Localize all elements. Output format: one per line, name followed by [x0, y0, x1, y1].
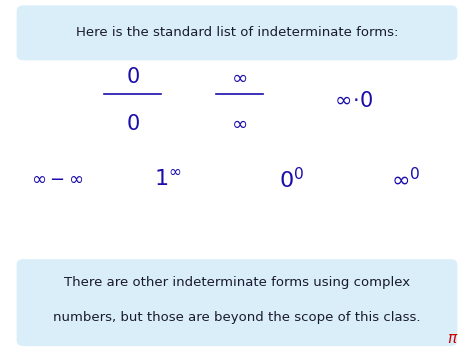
- Text: Here is the standard list of indeterminate forms:: Here is the standard list of indetermina…: [76, 26, 398, 39]
- Text: $\infty$: $\infty$: [231, 114, 247, 133]
- FancyBboxPatch shape: [17, 5, 457, 60]
- Text: $\infty$: $\infty$: [231, 68, 247, 87]
- Text: $1^{\infty}$: $1^{\infty}$: [155, 169, 182, 190]
- Text: $0$: $0$: [126, 67, 140, 87]
- FancyBboxPatch shape: [17, 259, 457, 346]
- Text: numbers, but those are beyond the scope of this class.: numbers, but those are beyond the scope …: [53, 311, 421, 324]
- Text: $0^{0}$: $0^{0}$: [279, 167, 304, 192]
- Text: $\infty\!\cdot\!0$: $\infty\!\cdot\!0$: [334, 91, 373, 111]
- Text: There are other indeterminate forms using complex: There are other indeterminate forms usin…: [64, 276, 410, 289]
- Text: $\pi$: $\pi$: [447, 331, 458, 346]
- Text: $0$: $0$: [126, 114, 140, 133]
- Text: $\infty-\infty$: $\infty-\infty$: [31, 170, 83, 188]
- Text: $\infty^{0}$: $\infty^{0}$: [391, 169, 420, 189]
